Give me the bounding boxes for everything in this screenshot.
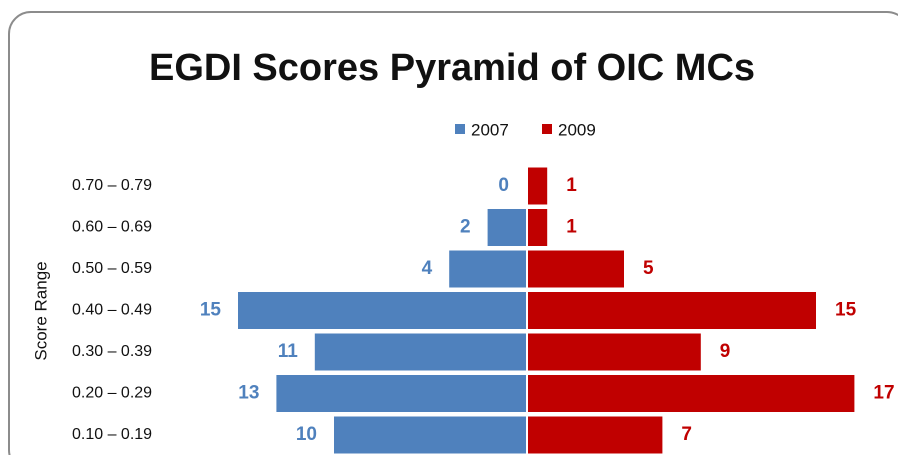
category-label: 0.50 – 0.59 (72, 260, 152, 277)
value-label: 1 (566, 175, 577, 196)
bar (334, 416, 526, 454)
bar (314, 333, 526, 371)
category-label: 0.10 – 0.19 (72, 426, 152, 443)
value-label: 15 (835, 300, 857, 321)
value-label: 13 (238, 383, 259, 404)
value-label: 7 (681, 424, 692, 445)
category-label: 0.70 – 0.79 (72, 177, 152, 194)
category-label: 0.20 – 0.29 (72, 385, 152, 402)
value-label: 4 (422, 258, 433, 279)
y-axis-label: Score Range (31, 261, 50, 360)
bar (528, 250, 624, 288)
value-label: 0 (498, 175, 509, 196)
bar (528, 167, 548, 205)
category-label: 0.40 – 0.49 (72, 302, 152, 319)
chart-title: EGDI Scores Pyramid of OIC MCs (149, 47, 755, 89)
value-label: 9 (720, 341, 731, 362)
bar (528, 416, 663, 454)
bar (238, 292, 526, 329)
bar (528, 292, 816, 329)
value-label: 17 (873, 383, 894, 404)
legend-swatch (542, 124, 552, 134)
value-label: 5 (643, 258, 654, 279)
bar (449, 250, 526, 288)
legend-label: 2007 (471, 120, 509, 139)
bar (528, 209, 548, 246)
bar (487, 209, 526, 246)
value-label: 2 (460, 217, 471, 238)
category-label: 0.60 – 0.69 (72, 219, 152, 236)
bar (528, 333, 701, 371)
bar (276, 375, 526, 412)
bar (528, 375, 855, 412)
legend-label: 2009 (558, 120, 596, 139)
value-label: 11 (278, 341, 299, 362)
value-label: 15 (200, 300, 222, 321)
value-label: 1 (566, 217, 577, 238)
category-label: 0.30 – 0.39 (72, 343, 152, 360)
value-label: 10 (296, 424, 317, 445)
legend-swatch (455, 124, 465, 134)
